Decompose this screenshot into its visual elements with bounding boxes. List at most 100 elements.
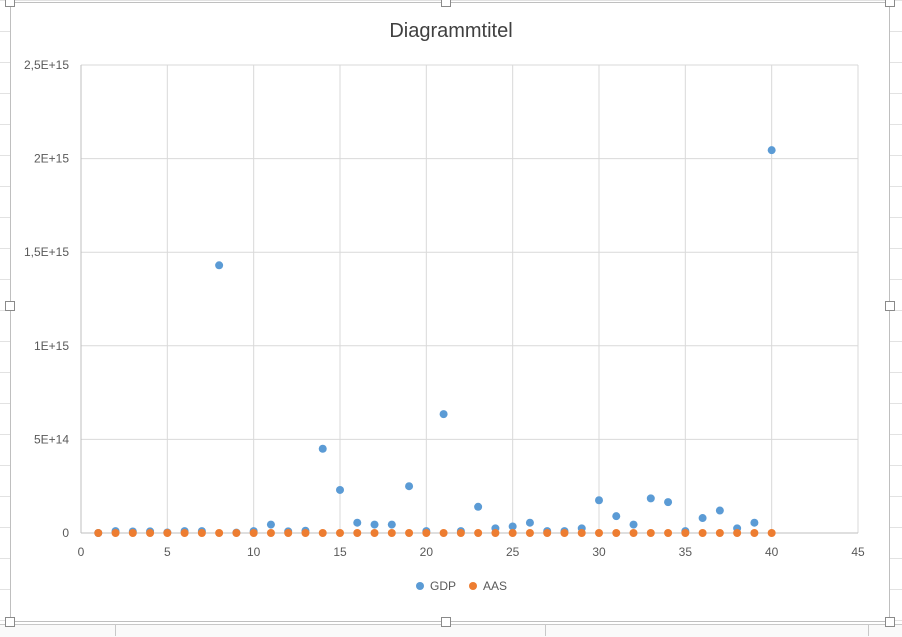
gdp-point [698, 514, 707, 523]
y-tick-label: 2,5E+15 [24, 58, 69, 72]
gdp-point [767, 146, 776, 155]
column-separator [115, 624, 116, 636]
gdp-point [612, 512, 621, 521]
spreadsheet-row-strip [0, 624, 902, 637]
gdp-point [405, 482, 414, 491]
aas-point [370, 529, 379, 537]
gdp-point [215, 261, 224, 270]
aas-point [422, 529, 431, 537]
chart-title[interactable]: Diagrammtitel [389, 20, 512, 42]
resize-handle-left[interactable] [5, 301, 15, 311]
x-tick-label: 15 [333, 545, 347, 559]
aas-point [750, 529, 759, 537]
data-points [94, 146, 776, 537]
resize-handle-bottom[interactable] [441, 617, 451, 627]
x-tick-label: 0 [78, 545, 85, 559]
aas-point [646, 529, 655, 537]
scatter-chart: Diagrammtitel 0 5E+14 1E+15 1,5E+15 2E+15 2,5… [24, 20, 865, 593]
column-separator [868, 624, 869, 636]
legend-label-aas: AAS [483, 579, 507, 593]
x-tick-label: 10 [247, 545, 261, 559]
gdp-point [318, 444, 327, 453]
aas-point [128, 529, 137, 537]
aas-point [180, 529, 189, 537]
gdp-point [715, 506, 724, 515]
gdp-point [336, 485, 344, 494]
gdp-point [646, 494, 655, 503]
aas-point [111, 529, 120, 537]
y-tick-label: 1,5E+15 [24, 245, 69, 259]
chart-object[interactable]: Diagrammtitel 0 5E+14 1E+15 1,5E+15 2E+15 2,5… [10, 2, 890, 622]
y-tick-label: 2E+15 [34, 152, 69, 166]
y-tick-label: 0 [62, 526, 69, 540]
resize-handle-bottom-right[interactable] [885, 617, 895, 627]
aas-point [405, 529, 414, 537]
resize-handle-right[interactable] [885, 301, 895, 311]
aas-point [733, 529, 742, 537]
aas-point [629, 529, 638, 537]
aas-point [560, 529, 569, 537]
aas-point [698, 529, 707, 537]
gdp-point [525, 518, 534, 527]
legend-marker-aas [469, 582, 477, 590]
aas-point [681, 529, 690, 537]
aas-point [664, 529, 673, 537]
aas-point [525, 529, 534, 537]
aas-point [146, 529, 155, 537]
x-tick-label: 40 [765, 545, 779, 559]
gdp-point [595, 496, 603, 505]
aas-point [491, 529, 500, 537]
aas-point [353, 529, 362, 537]
aas-point [508, 529, 517, 537]
gdp-point [266, 520, 275, 529]
aas-point [232, 529, 241, 537]
gdp-point [353, 518, 362, 527]
y-tick-label: 1E+15 [34, 339, 69, 353]
resize-handle-bottom-left[interactable] [5, 617, 15, 627]
aas-point [612, 529, 621, 537]
x-tick-label: 35 [679, 545, 693, 559]
aas-point [456, 529, 465, 537]
aas-point [387, 529, 396, 537]
gdp-point [474, 502, 483, 511]
aas-point [301, 529, 310, 537]
y-tick-label: 5E+14 [34, 432, 69, 446]
x-tick-label: 25 [506, 545, 520, 559]
aas-point [197, 529, 206, 537]
x-tick-labels: 0 5 10 15 20 25 30 35 40 45 [78, 545, 865, 559]
resize-handle-top[interactable] [441, 0, 451, 7]
x-tick-label: 45 [851, 545, 865, 559]
resize-handle-top-left[interactable] [5, 0, 15, 7]
gdp-point [439, 410, 448, 419]
y-tick-labels: 0 5E+14 1E+15 1,5E+15 2E+15 2,5E+15 [24, 58, 69, 540]
x-tick-label: 5 [164, 545, 171, 559]
aas-point [94, 529, 103, 537]
aas-point [336, 529, 344, 537]
gdp-point [629, 520, 638, 529]
aas-point [767, 529, 776, 537]
aas-point [595, 529, 603, 537]
resize-handle-top-right[interactable] [885, 0, 895, 7]
gdp-point [750, 518, 759, 527]
aas-point [215, 529, 224, 537]
aas-point [577, 529, 586, 537]
gdp-point [664, 498, 673, 507]
axes [80, 65, 858, 534]
aas-point [543, 529, 552, 537]
aas-point [284, 529, 293, 537]
aas-point [439, 529, 448, 537]
legend-label-gdp: GDP [430, 579, 456, 593]
aas-point [474, 529, 483, 537]
aas-point [318, 529, 327, 537]
aas-point [249, 529, 258, 537]
aas-point [266, 529, 275, 537]
legend-marker-gdp [416, 582, 424, 590]
gridlines [81, 64, 859, 533]
gdp-point [387, 520, 396, 529]
aas-point [163, 529, 172, 537]
legend: GDP AAS [416, 579, 507, 593]
x-tick-label: 30 [592, 545, 606, 559]
column-separator [545, 624, 546, 636]
gdp-point [370, 520, 379, 529]
x-tick-label: 20 [420, 545, 434, 559]
